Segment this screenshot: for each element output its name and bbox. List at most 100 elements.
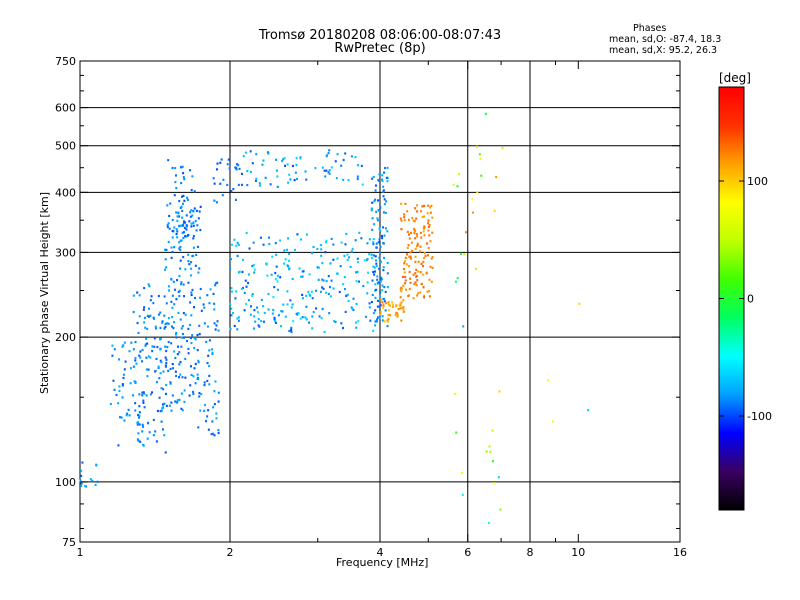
data-point [115,393,118,397]
data-point [180,407,183,410]
data-point [295,312,298,315]
data-point [132,348,135,351]
data-point [208,364,211,368]
data-point [398,304,401,307]
data-point [173,226,176,229]
data-point [458,172,461,176]
data-point [266,274,269,277]
data-point [260,236,263,239]
data-point [325,291,328,294]
data-point [209,288,212,291]
data-point [175,232,178,236]
data-point [370,300,373,304]
data-point [190,225,193,228]
data-point [118,358,121,361]
data-point [180,166,183,169]
data-point [456,185,459,188]
data-point [175,400,178,403]
data-point [246,183,249,187]
data-point [188,263,191,266]
data-point [212,292,215,296]
data-point [366,281,369,284]
data-point [191,288,194,292]
data-point [242,155,245,158]
data-point [178,351,181,354]
data-point [475,145,478,148]
data-point [498,390,501,393]
data-point [184,235,187,238]
data-point [165,302,168,305]
data-point [414,229,417,232]
data-point [342,326,345,330]
data-point [404,202,407,205]
data-point [176,279,179,282]
data-point [373,273,376,276]
data-point [388,304,391,307]
data-point [282,303,285,306]
data-point [395,304,398,307]
data-point [152,301,155,305]
data-point [386,180,389,183]
data-point [216,281,219,284]
data-point [174,400,177,403]
data-point [409,251,412,254]
data-point [138,414,141,417]
data-point [148,285,151,288]
data-point [217,431,220,435]
data-point [273,318,276,321]
data-point [168,227,171,230]
data-point [154,430,157,433]
data-point [301,297,304,300]
data-point [147,422,150,425]
data-point [181,376,184,379]
data-point [217,391,220,394]
data-point [198,332,201,336]
data-point [175,374,178,378]
data-point [378,227,381,230]
data-point [345,232,348,236]
data-point [495,175,498,179]
data-point [378,295,381,298]
data-point [406,246,409,250]
data-point [207,354,210,357]
data-point [127,408,130,411]
data-point [396,314,399,317]
data-point [413,220,416,223]
data-point [206,294,209,297]
data-point [186,234,189,237]
data-point [255,177,258,180]
data-point [371,177,374,180]
data-point [199,296,202,299]
data-point [118,389,121,393]
data-point [408,287,411,291]
data-point [321,307,324,311]
data-point [287,237,290,240]
data-point [324,175,327,178]
data-point [338,290,341,294]
data-point [164,325,167,329]
data-point [399,217,402,220]
data-point [491,460,494,463]
data-point [187,260,190,263]
data-point [134,402,137,405]
data-point [159,410,162,413]
data-point [208,349,211,352]
data-point [199,287,202,291]
data-point [352,297,355,300]
data-point [143,321,146,324]
data-point [138,411,141,414]
data-point [144,326,147,329]
data-point [387,317,390,321]
data-point [240,172,243,175]
data-point [173,246,176,249]
data-point [400,286,403,289]
data-point [403,218,406,222]
data-point [301,275,304,278]
data-point [288,259,291,262]
data-point [244,151,247,154]
data-point [161,320,164,323]
data-point [355,321,358,324]
data-point [277,314,280,317]
data-point [356,164,359,167]
data-point [165,358,168,361]
